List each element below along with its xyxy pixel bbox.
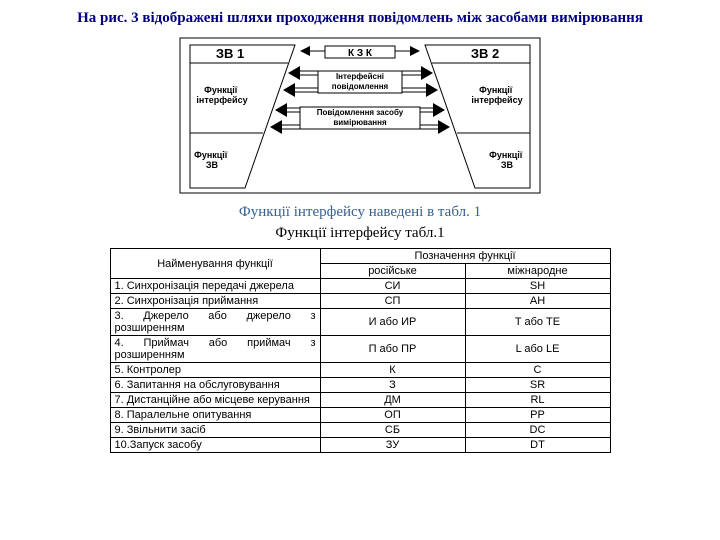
cell-ru: ДМ — [320, 393, 465, 408]
cell-name: 2. Синхронізація приймання — [110, 294, 320, 309]
message-paths-diagram: ЗВ 1 ЗВ 2 К З К Інтерфейсні повідомлення — [175, 33, 545, 198]
cell-name: 4. Приймач або приймач з розширенням — [110, 336, 320, 363]
table-row: 7. Дистанційне або місцеве керуванняДМRL — [110, 393, 610, 408]
cell-name: 7. Дистанційне або місцеве керування — [110, 393, 320, 408]
cell-int: AH — [465, 294, 610, 309]
cell-name: 5. Контролер — [110, 363, 320, 378]
cell-ru: СБ — [320, 423, 465, 438]
cell-int: DT — [465, 438, 610, 453]
cell-ru: З — [320, 378, 465, 393]
svg-text:вимірювання: вимірювання — [333, 118, 387, 127]
table-row: 5. КонтролерКC — [110, 363, 610, 378]
diagram-container: ЗВ 1 ЗВ 2 К З К Інтерфейсні повідомлення — [40, 33, 680, 198]
cell-int: T або TE — [465, 309, 610, 336]
caption-1: Функції інтерфейсу наведені в табл. 1 — [40, 204, 680, 221]
table-row: 4. Приймач або приймач з розширеннямП аб… — [110, 336, 610, 363]
page-title: На рис. 3 відображені шляхи проходження … — [40, 10, 680, 27]
cell-name: 6. Запитання на обслуговування — [110, 378, 320, 393]
svg-text:повідомлення: повідомлення — [332, 82, 389, 91]
caption-2: Функції інтерфейсу табл.1 — [40, 225, 680, 242]
svg-text:К З К: К З К — [348, 48, 373, 59]
table-row: 6. Запитання на обслуговуванняЗSR — [110, 378, 610, 393]
zv2-label: ЗВ 2 — [471, 46, 499, 61]
cell-int: DC — [465, 423, 610, 438]
cell-int: L або LE — [465, 336, 610, 363]
cell-int: SH — [465, 279, 610, 294]
cell-ru: СП — [320, 294, 465, 309]
zv1-label: ЗВ 1 — [216, 46, 244, 61]
table-header-row: Найменування функції Позначення функції — [110, 249, 610, 264]
svg-text:Повідомлення засобу: Повідомлення засобу — [317, 108, 404, 117]
cell-ru: СИ — [320, 279, 465, 294]
cell-ru: П або ПР — [320, 336, 465, 363]
table-row: 8. Паралельне опитуванняОПPP — [110, 408, 610, 423]
header-mark: Позначення функції — [320, 249, 610, 264]
cell-name: 10.Запуск засобу — [110, 438, 320, 453]
header-name: Найменування функції — [110, 249, 320, 279]
interface-msg: Інтерфейсні повідомлення — [283, 66, 438, 97]
cell-ru: ОП — [320, 408, 465, 423]
header-ru: російське — [320, 264, 465, 279]
cell-int: PP — [465, 408, 610, 423]
svg-text:Інтерфейсні: Інтерфейсні — [336, 72, 384, 81]
functions-table: Найменування функції Позначення функції … — [110, 248, 611, 453]
cell-int: SR — [465, 378, 610, 393]
table-row: 3. Джерело або джерело з розширеннямИ аб… — [110, 309, 610, 336]
cell-int: C — [465, 363, 610, 378]
cell-ru: К — [320, 363, 465, 378]
cell-int: RL — [465, 393, 610, 408]
cell-ru: ЗУ — [320, 438, 465, 453]
cell-name: 8. Паралельне опитування — [110, 408, 320, 423]
cell-name: 3. Джерело або джерело з розширенням — [110, 309, 320, 336]
table-row: 1. Синхронізація передачі джерелаСИSH — [110, 279, 610, 294]
kzk-arrow: К З К — [300, 46, 420, 59]
header-int: міжнародне — [465, 264, 610, 279]
cell-name: 1. Синхронізація передачі джерела — [110, 279, 320, 294]
cell-ru: И або ИР — [320, 309, 465, 336]
table-row: 9. Звільнити засібСБDC — [110, 423, 610, 438]
table-row: 2. Синхронізація прийманняСПAH — [110, 294, 610, 309]
cell-name: 9. Звільнити засіб — [110, 423, 320, 438]
device-msg: Повідомлення засобу вимірювання — [270, 103, 450, 134]
table-row: 10.Запуск засобуЗУDT — [110, 438, 610, 453]
